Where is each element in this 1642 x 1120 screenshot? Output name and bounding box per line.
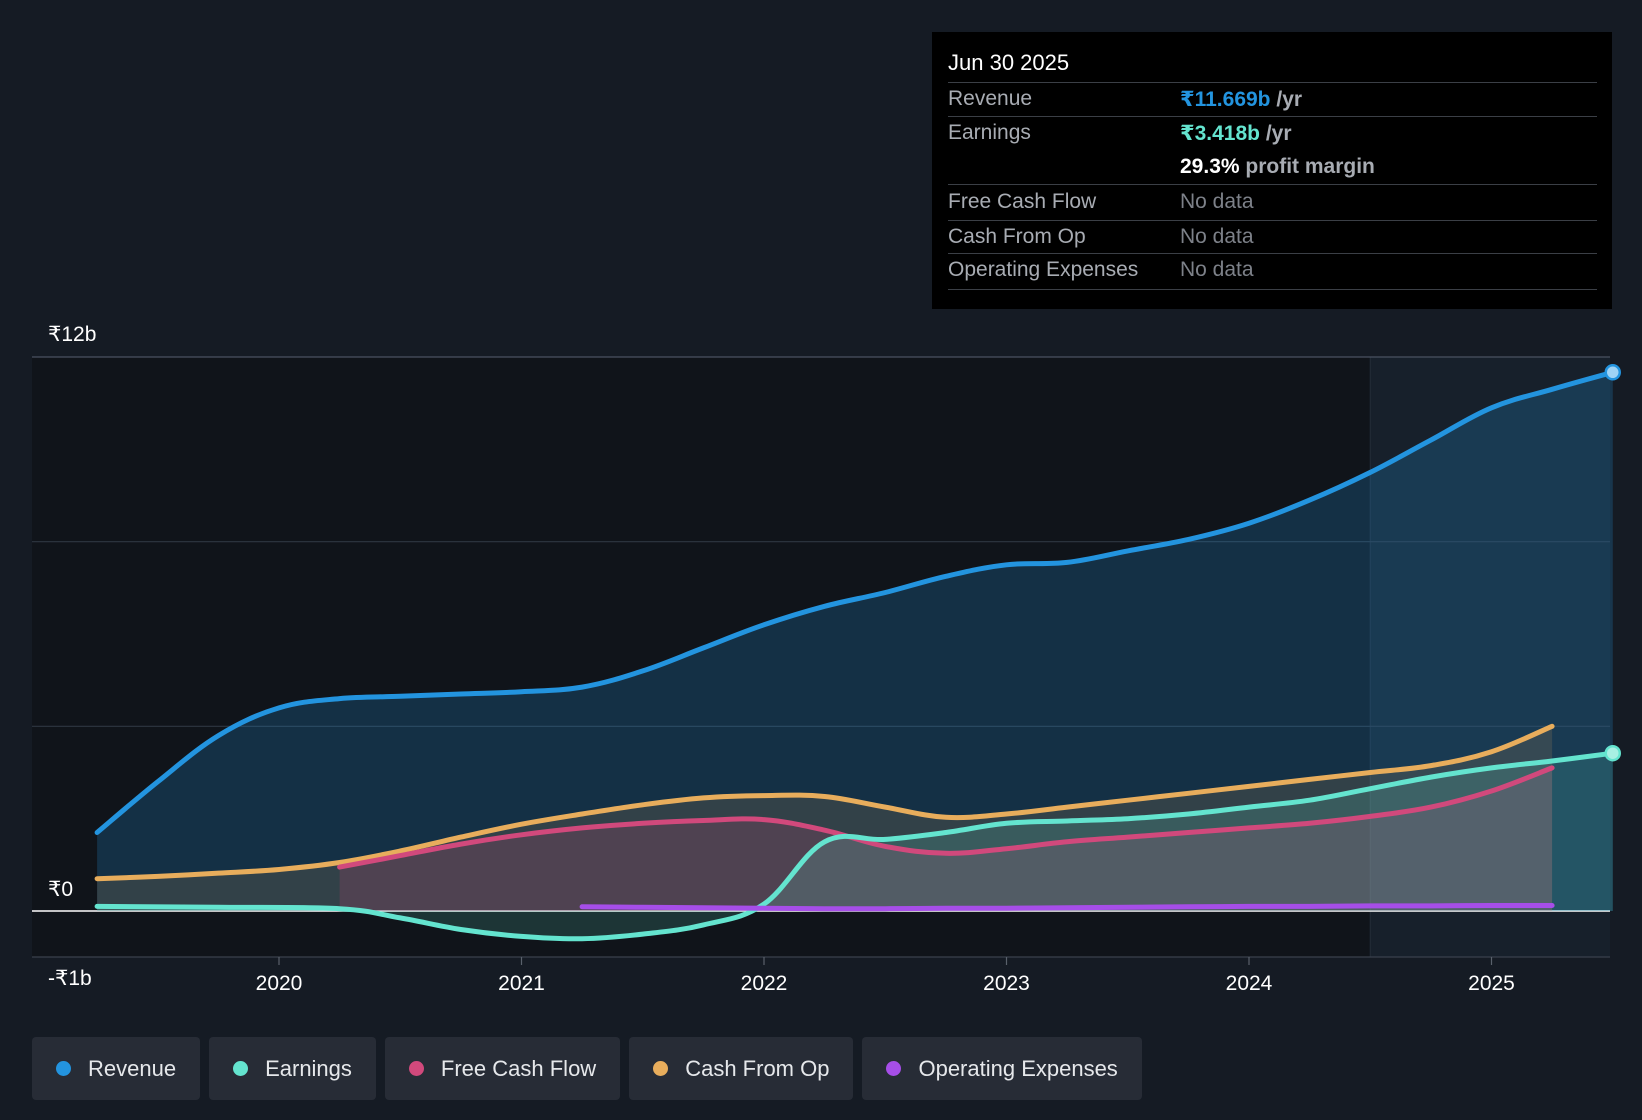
legend-label-opex: Operating Expenses <box>918 1055 1118 1081</box>
tooltip-row-revenue: Revenue ₹11.669b /yr <box>948 82 1597 117</box>
legend-label-revenue: Revenue <box>88 1055 177 1081</box>
tooltip-row-opex: Operating Expenses No data <box>948 253 1597 290</box>
opex-dot-icon <box>886 1061 902 1076</box>
past-region <box>32 357 1371 957</box>
tooltip-panel: Jun 30 2025 Revenue ₹11.669b /yr Earning… <box>932 32 1612 309</box>
y-tick-label: ₹0 <box>48 878 73 901</box>
y-tick-label: -₹1b <box>48 967 92 990</box>
tooltip-row-earnings: Earnings ₹3.418b /yr 29.3% profit margin <box>948 116 1597 185</box>
tooltip-date: Jun 30 2025 <box>948 50 1070 75</box>
tooltip-earnings-amount: ₹3.418b <box>1180 122 1260 145</box>
line-earnings <box>94 750 1616 942</box>
tooltip-row-fcf: Free Cash Flow No data <box>948 184 1597 221</box>
tooltip-earnings-label: Earnings <box>948 121 1031 144</box>
line-opex <box>579 902 1555 912</box>
x-tick-label: 2025 <box>1468 972 1515 995</box>
legend-item-opex[interactable]: Operating Expenses <box>862 1037 1142 1100</box>
tooltip-revenue-label: Revenue <box>948 87 1033 110</box>
tooltip-row-cfo: Cash From Op No data <box>948 220 1597 254</box>
area-fcf <box>339 767 1553 911</box>
x-tick-label: 2022 <box>741 972 788 995</box>
x-tick-label: 2023 <box>983 972 1030 995</box>
series-areas <box>97 372 1613 939</box>
future-region <box>1370 357 1610 957</box>
tooltip-opex-value: No data <box>1180 258 1254 281</box>
legend-item-fcf[interactable]: Free Cash Flow <box>384 1037 621 1100</box>
fcf-dot-icon <box>408 1061 424 1076</box>
tooltip-revenue-value: ₹11.669b /yr <box>1180 87 1302 112</box>
tooltip-opex-label: Operating Expenses <box>948 258 1139 281</box>
legend-item-revenue[interactable]: Revenue <box>32 1037 201 1100</box>
gridlines <box>32 356 1610 958</box>
legend-label-earnings: Earnings <box>265 1055 352 1081</box>
legend: Revenue Earnings Free Cash Flow Cash Fro… <box>32 1037 1142 1100</box>
line-cfo <box>94 723 1555 882</box>
line-fcf <box>337 765 1555 870</box>
series-lines <box>94 369 1616 942</box>
x-tick-label: 2020 <box>256 972 303 995</box>
tooltip-margin-text: profit margin <box>1245 155 1375 178</box>
tooltip-fcf-value: No data <box>1180 190 1254 213</box>
tooltip-cfo-label: Cash From Op <box>948 225 1086 248</box>
area-revenue <box>97 372 1613 911</box>
legend-label-cfo: Cash From Op <box>685 1055 830 1081</box>
tooltip-margin: 29.3% profit margin <box>1180 155 1375 179</box>
tooltip-revenue-amount: ₹11.669b <box>1180 88 1271 111</box>
tooltip-cfo-value: No data <box>1180 225 1254 248</box>
legend-item-earnings[interactable]: Earnings <box>209 1037 376 1100</box>
legend-label-fcf: Free Cash Flow <box>440 1055 597 1081</box>
tooltip-fcf-label: Free Cash Flow <box>948 190 1097 213</box>
revenue-dot-icon <box>56 1061 71 1076</box>
y-tick-label: ₹12b <box>48 323 96 346</box>
line-revenue <box>94 369 1616 835</box>
earnings-dot-icon <box>233 1061 249 1076</box>
tooltip-earnings-value: ₹3.418b /yr <box>1180 121 1292 146</box>
tooltip-revenue-unit: /yr <box>1276 88 1303 111</box>
end-marker-earnings <box>1604 744 1621 762</box>
x-axis-labels: 2020 2021 2022 2023 2024 2025 <box>256 957 1515 995</box>
tooltip-margin-value: 29.3% <box>1180 155 1240 178</box>
tooltip-earnings-unit: /yr <box>1265 122 1292 145</box>
x-tick-label: 2021 <box>498 972 545 995</box>
end-markers <box>1604 364 1621 762</box>
y-axis-labels: ₹12b ₹0 -₹1b <box>48 323 96 990</box>
area-earnings <box>97 753 1613 939</box>
area-cfo <box>97 726 1553 911</box>
cfo-dot-icon <box>653 1061 669 1076</box>
legend-item-cfo[interactable]: Cash From Op <box>629 1037 854 1100</box>
x-tick-label: 2024 <box>1226 972 1273 995</box>
end-marker-revenue <box>1604 364 1621 381</box>
